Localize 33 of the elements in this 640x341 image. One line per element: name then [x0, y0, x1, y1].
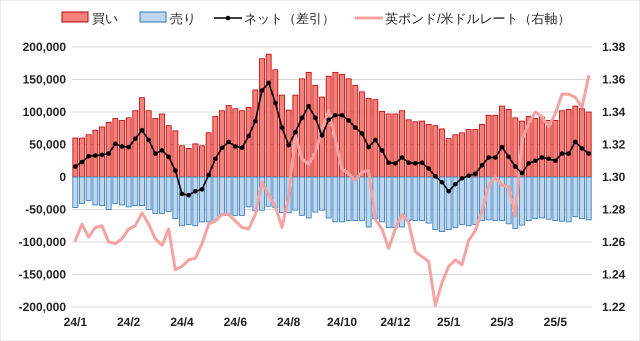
legend-label: 売り [170, 11, 196, 26]
y2-tick-label: 1.38 [602, 40, 626, 54]
y2-tick-label: 1.24 [602, 268, 626, 282]
y2-tick-label: 1.36 [602, 72, 626, 86]
y-tick-label: 50,000 [29, 138, 66, 152]
y-tick-label: 150,000 [22, 72, 66, 86]
y-tick-label: -200,000 [18, 300, 66, 314]
x-tick-label: 25/5 [544, 315, 568, 329]
x-tick-label: 24/4 [170, 315, 194, 329]
line-series [74, 74, 590, 307]
x-tick-label: 24/12 [380, 315, 411, 329]
y-tick-label: -150,000 [18, 268, 66, 282]
y-tick-label: 0 [59, 170, 66, 184]
y-tick-label: 200,000 [22, 40, 66, 54]
y-tick-label: 100,000 [22, 105, 66, 119]
y2-tick-label: 1.34 [602, 105, 626, 119]
x-tick-label: 24/2 [116, 315, 141, 329]
x-tick-label: 24/1 [64, 315, 88, 329]
legend-label: ネット（差引） [244, 11, 335, 26]
x-tick-label: 24/8 [276, 315, 301, 329]
y2-tick-label: 1.28 [602, 202, 626, 216]
legend-label: 買い [92, 11, 118, 26]
x-tick-label: 25/1 [436, 315, 461, 329]
x-tick-label: 25/3 [490, 315, 514, 329]
y-tick-label: -50,000 [25, 202, 66, 216]
y-tick-label: -100,000 [18, 235, 66, 249]
x-tick-label: 24/6 [224, 315, 248, 329]
y2-tick-label: 1.22 [602, 300, 626, 314]
y2-tick-label: 1.26 [602, 235, 626, 249]
y2-tick-label: 1.30 [602, 170, 626, 184]
x-tick-label: 24/10 [326, 315, 358, 329]
legend-label: 英ポンド/米ドルレート（右軸） [385, 11, 571, 26]
y2-tick-label: 1.32 [602, 138, 626, 152]
